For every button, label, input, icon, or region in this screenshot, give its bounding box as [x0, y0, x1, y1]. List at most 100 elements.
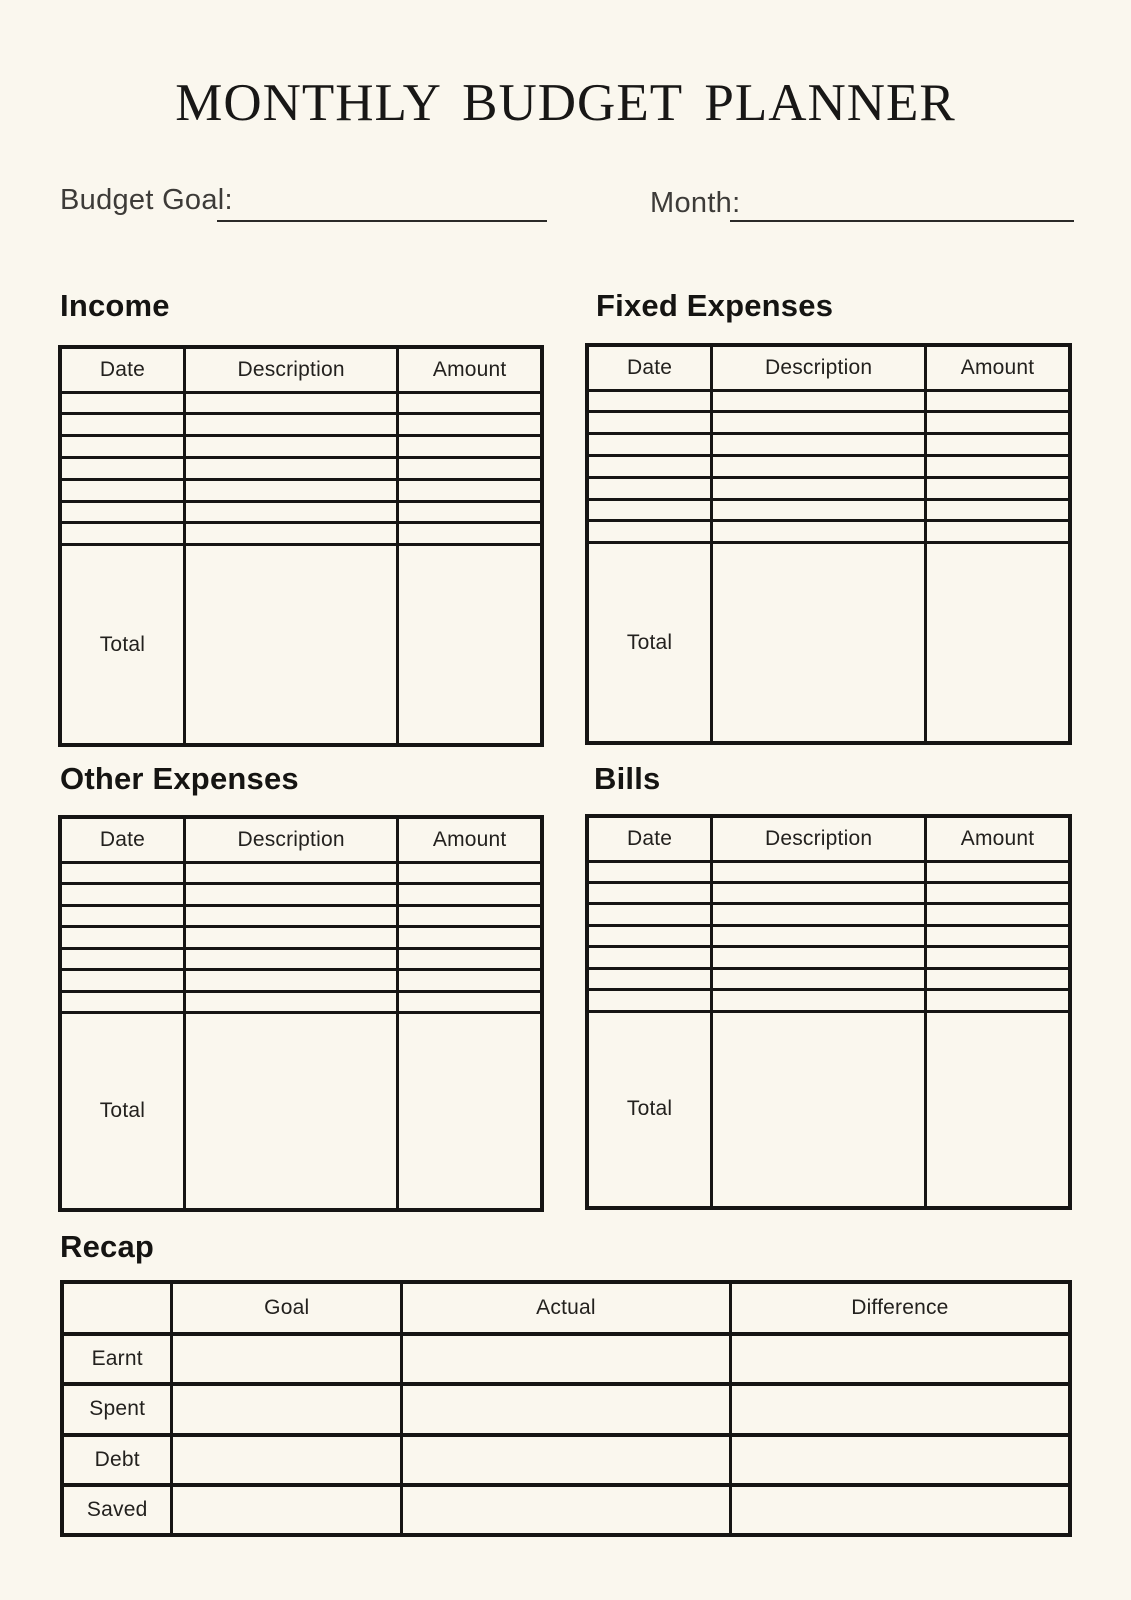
blank-cell[interactable] — [58, 968, 186, 993]
blank-cell[interactable] — [58, 477, 186, 503]
blank-cell[interactable] — [182, 477, 400, 503]
blank-cell[interactable] — [400, 1432, 732, 1487]
blank-cell[interactable] — [396, 412, 544, 438]
blank-cell[interactable] — [170, 1382, 404, 1437]
blank-cell[interactable] — [182, 968, 400, 993]
blank-cell[interactable] — [182, 521, 400, 547]
blank-cell[interactable] — [396, 455, 544, 481]
blank-cell[interactable] — [58, 903, 186, 929]
blank-cell[interactable] — [396, 903, 544, 929]
blank-cell[interactable] — [58, 882, 186, 907]
blank-cell[interactable] — [585, 519, 714, 545]
blank-cell[interactable] — [58, 860, 186, 885]
blank-cell[interactable] — [396, 925, 544, 950]
blank-cell[interactable] — [182, 543, 400, 747]
blank-cell[interactable] — [924, 988, 1072, 1013]
blank-cell[interactable] — [585, 410, 714, 436]
blank-cell[interactable] — [396, 477, 544, 503]
blank-cell[interactable] — [924, 475, 1072, 501]
blank-cell[interactable] — [924, 497, 1072, 523]
blank-cell[interactable] — [710, 988, 928, 1013]
blank-cell[interactable] — [585, 988, 714, 1013]
blank-cell[interactable] — [585, 966, 714, 992]
blank-cell[interactable] — [170, 1432, 404, 1487]
blank-cell[interactable] — [396, 434, 544, 459]
blank-cell[interactable] — [182, 1011, 400, 1212]
blank-cell[interactable] — [58, 455, 186, 481]
blank-cell[interactable] — [924, 945, 1072, 970]
blank-cell[interactable] — [710, 497, 928, 523]
blank-cell[interactable] — [728, 1331, 1072, 1387]
blank-cell[interactable] — [710, 966, 928, 992]
blank-cell[interactable] — [170, 1331, 404, 1387]
blank-cell[interactable] — [182, 925, 400, 950]
blank-cell[interactable] — [400, 1331, 732, 1387]
blank-cell[interactable] — [400, 1482, 732, 1538]
blank-cell[interactable] — [924, 388, 1072, 414]
blank-cell[interactable] — [396, 946, 544, 972]
blank-cell[interactable] — [585, 475, 714, 501]
blank-cell[interactable] — [924, 410, 1072, 436]
blank-cell[interactable] — [924, 859, 1072, 884]
blank-cell[interactable] — [182, 989, 400, 1015]
blank-cell[interactable] — [924, 453, 1072, 479]
blank-cell[interactable] — [924, 966, 1072, 992]
blank-cell[interactable] — [182, 882, 400, 907]
blank-cell[interactable] — [710, 541, 928, 745]
blank-cell[interactable] — [924, 902, 1072, 927]
blank-cell[interactable] — [585, 902, 714, 927]
blank-cell[interactable] — [182, 499, 400, 525]
blank-cell[interactable] — [396, 860, 544, 885]
blank-cell[interactable] — [728, 1482, 1072, 1538]
blank-cell[interactable] — [710, 519, 928, 545]
blank-cell[interactable] — [710, 475, 928, 501]
blank-cell[interactable] — [58, 521, 186, 547]
month-input-line[interactable] — [730, 220, 1074, 222]
blank-cell[interactable] — [710, 945, 928, 970]
blank-cell[interactable] — [182, 434, 400, 459]
blank-cell[interactable] — [58, 946, 186, 972]
blank-cell[interactable] — [710, 432, 928, 457]
blank-cell[interactable] — [585, 880, 714, 906]
blank-cell[interactable] — [924, 923, 1072, 949]
blank-cell[interactable] — [400, 1382, 732, 1437]
blank-cell[interactable] — [170, 1482, 404, 1538]
blank-cell[interactable] — [58, 989, 186, 1015]
blank-cell[interactable] — [710, 1009, 928, 1210]
blank-cell[interactable] — [396, 499, 544, 525]
blank-cell[interactable] — [924, 1009, 1072, 1210]
blank-cell[interactable] — [710, 902, 928, 927]
blank-cell[interactable] — [396, 968, 544, 993]
blank-cell[interactable] — [396, 521, 544, 547]
blank-cell[interactable] — [924, 880, 1072, 906]
blank-cell[interactable] — [58, 412, 186, 438]
blank-cell[interactable] — [182, 860, 400, 885]
blank-cell[interactable] — [924, 519, 1072, 545]
blank-cell[interactable] — [182, 455, 400, 481]
blank-cell[interactable] — [58, 499, 186, 525]
blank-cell[interactable] — [728, 1382, 1072, 1437]
blank-cell[interactable] — [396, 1011, 544, 1212]
blank-cell[interactable] — [585, 859, 714, 884]
blank-cell[interactable] — [396, 989, 544, 1015]
blank-cell[interactable] — [585, 432, 714, 457]
blank-cell[interactable] — [182, 412, 400, 438]
blank-cell[interactable] — [924, 541, 1072, 745]
blank-cell[interactable] — [396, 882, 544, 907]
budget-goal-input-line[interactable] — [217, 220, 547, 222]
blank-cell[interactable] — [58, 434, 186, 459]
blank-cell[interactable] — [710, 859, 928, 884]
blank-cell[interactable] — [585, 388, 714, 414]
blank-cell[interactable] — [585, 923, 714, 949]
blank-cell[interactable] — [182, 390, 400, 416]
blank-cell[interactable] — [585, 453, 714, 479]
blank-cell[interactable] — [58, 390, 186, 416]
blank-cell[interactable] — [728, 1432, 1072, 1487]
blank-cell[interactable] — [396, 390, 544, 416]
blank-cell[interactable] — [710, 880, 928, 906]
blank-cell[interactable] — [585, 497, 714, 523]
blank-cell[interactable] — [924, 432, 1072, 457]
blank-cell[interactable] — [710, 410, 928, 436]
blank-cell[interactable] — [396, 543, 544, 747]
blank-cell[interactable] — [182, 946, 400, 972]
